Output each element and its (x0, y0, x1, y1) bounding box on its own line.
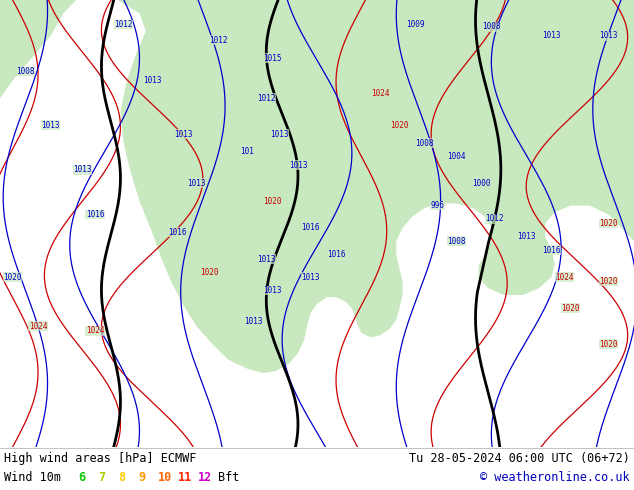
Text: 1013: 1013 (257, 255, 276, 264)
Text: 1009: 1009 (406, 20, 425, 29)
Text: 1008: 1008 (482, 23, 501, 31)
Text: © weatheronline.co.uk: © weatheronline.co.uk (481, 471, 630, 484)
Text: High wind areas [hPa] ECMWF: High wind areas [hPa] ECMWF (4, 452, 197, 465)
Text: Wind 10m: Wind 10m (4, 471, 61, 484)
Polygon shape (526, 45, 590, 76)
Text: Bft: Bft (218, 471, 240, 484)
Text: 1008: 1008 (447, 237, 466, 246)
Text: 1020: 1020 (599, 219, 618, 228)
Text: 1020: 1020 (200, 268, 219, 277)
Text: 1013: 1013 (73, 165, 92, 174)
Text: 1020: 1020 (390, 121, 409, 130)
Text: 1012: 1012 (485, 215, 504, 223)
Text: 1013: 1013 (517, 232, 536, 242)
Text: 1020: 1020 (263, 196, 282, 206)
Text: 1020: 1020 (599, 340, 618, 348)
Text: 6: 6 (78, 471, 85, 484)
Text: 10: 10 (158, 471, 172, 484)
Text: 1013: 1013 (288, 161, 307, 170)
Text: 8: 8 (118, 471, 125, 484)
Text: 1024: 1024 (555, 272, 574, 282)
Text: 7: 7 (98, 471, 105, 484)
Text: 1000: 1000 (472, 179, 491, 188)
Text: 1020: 1020 (599, 277, 618, 286)
Text: 1016: 1016 (301, 223, 320, 232)
Text: 11: 11 (178, 471, 192, 484)
Text: 1016: 1016 (168, 228, 187, 237)
Text: 1013: 1013 (301, 272, 320, 282)
Text: 1016: 1016 (542, 246, 561, 255)
Text: 1013: 1013 (187, 179, 206, 188)
Text: 101: 101 (240, 147, 254, 156)
Text: 1004: 1004 (447, 152, 466, 161)
Text: 1008: 1008 (415, 139, 434, 147)
Text: 1012: 1012 (114, 20, 133, 29)
Text: 1013: 1013 (244, 317, 263, 326)
Text: 996: 996 (430, 201, 444, 210)
Text: 1024: 1024 (86, 326, 105, 335)
Text: 1013: 1013 (143, 76, 162, 85)
Text: 1024: 1024 (29, 322, 48, 331)
Text: 1016: 1016 (86, 210, 105, 219)
Text: 1013: 1013 (263, 286, 282, 295)
Text: 1013: 1013 (599, 31, 618, 40)
Text: 1015: 1015 (263, 53, 282, 63)
Text: 1013: 1013 (41, 121, 60, 130)
Text: Tu 28-05-2024 06:00 UTC (06+72): Tu 28-05-2024 06:00 UTC (06+72) (409, 452, 630, 465)
Polygon shape (117, 0, 634, 373)
Text: 12: 12 (198, 471, 212, 484)
Text: 1024: 1024 (371, 89, 390, 98)
Text: 1016: 1016 (327, 250, 346, 259)
Text: 1020: 1020 (3, 272, 22, 282)
Text: 1012: 1012 (257, 94, 276, 103)
Polygon shape (0, 0, 76, 98)
Text: 1013: 1013 (542, 31, 561, 40)
Text: 1012: 1012 (209, 36, 228, 45)
Text: 1013: 1013 (174, 129, 193, 139)
Text: 1013: 1013 (269, 129, 288, 139)
Text: 1020: 1020 (561, 304, 580, 313)
Text: 1008: 1008 (16, 67, 35, 76)
Text: 9: 9 (138, 471, 145, 484)
